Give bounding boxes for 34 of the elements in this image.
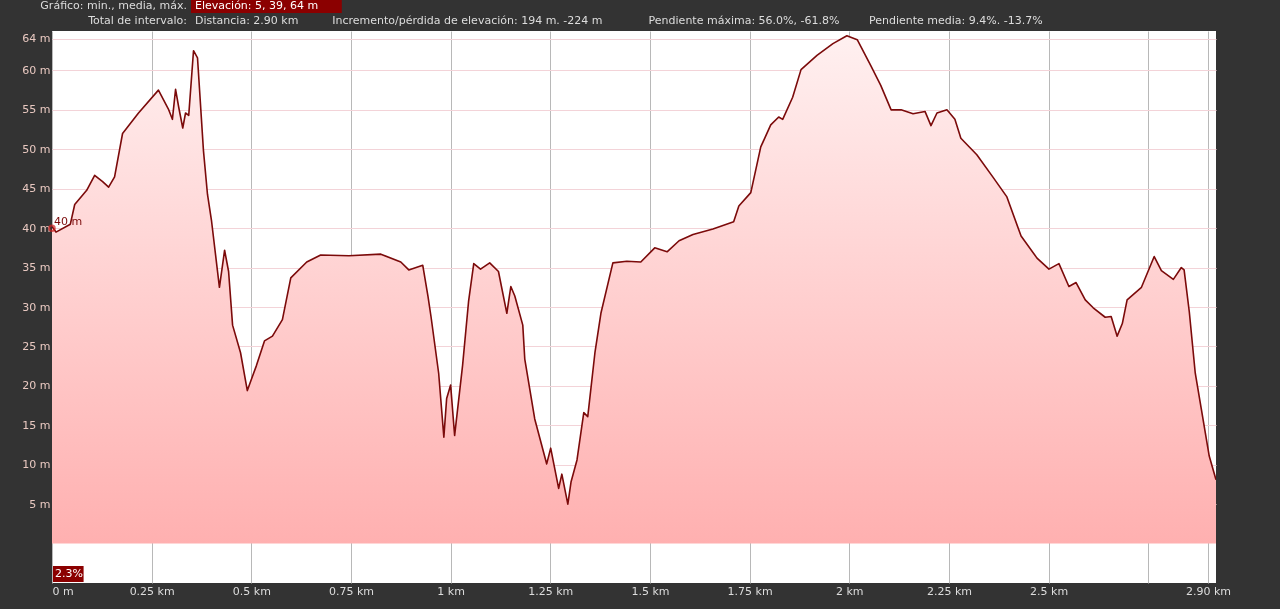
- text: Distancia: 2.90 km: [195, 14, 299, 27]
- text: Pendiente máxima: 56.0%, -61.8%: [648, 14, 840, 27]
- text: Pendiente media: 9.4%. -13.7%: [869, 14, 1043, 27]
- text: Gráfico: min., media, máx.: [40, 0, 187, 12]
- y-tick-label: 10 m: [22, 458, 51, 472]
- text: Incremento/pérdida de elevación: 194 m. -224 m: [332, 14, 603, 27]
- y-tick-label: 5 m: [29, 497, 51, 511]
- text: Total de intervalo:: [87, 14, 187, 27]
- y-tick-label: 25 m: [22, 339, 51, 353]
- x-tick-label: 0 m: [52, 584, 74, 598]
- x-tick-label: 2 km: [835, 584, 864, 598]
- y-tick-label: 30 m: [22, 300, 51, 314]
- x-tick-label: 2.90 km: [1185, 584, 1232, 598]
- y-tick-label: 45 m: [22, 182, 51, 196]
- x-tick-label: 0.5 km: [232, 584, 271, 598]
- x-tick-label: 1.25 km: [528, 584, 574, 598]
- y-tick-label: 64 m: [22, 32, 51, 46]
- y-tick-label: 55 m: [22, 103, 51, 117]
- text: Elevación: 5, 39, 64 m: [195, 0, 319, 12]
- y-tick-label: 60 m: [22, 63, 51, 77]
- x-tick-label: 2.5 km: [1030, 584, 1069, 598]
- y-tick-label: 15 m: [22, 418, 51, 432]
- y-tick-label: 20 m: [22, 379, 51, 393]
- x-tick-label: 1 km: [437, 584, 465, 598]
- x-tick-label: 1.75 km: [727, 584, 773, 598]
- y-tick-label: 35 m: [22, 261, 51, 275]
- x-tick-label: 2.25 km: [926, 584, 972, 598]
- x-tick-label: 0.75 km: [328, 584, 375, 598]
- annotation: 2.3%: [55, 567, 83, 580]
- x-tick-label: 0.25 km: [129, 584, 175, 598]
- y-tick-label: 40 m: [22, 221, 51, 235]
- y-tick-label: 50 m: [22, 142, 51, 156]
- annotation: 40 m: [54, 215, 83, 229]
- x-tick-label: 1.5 km: [631, 584, 670, 598]
